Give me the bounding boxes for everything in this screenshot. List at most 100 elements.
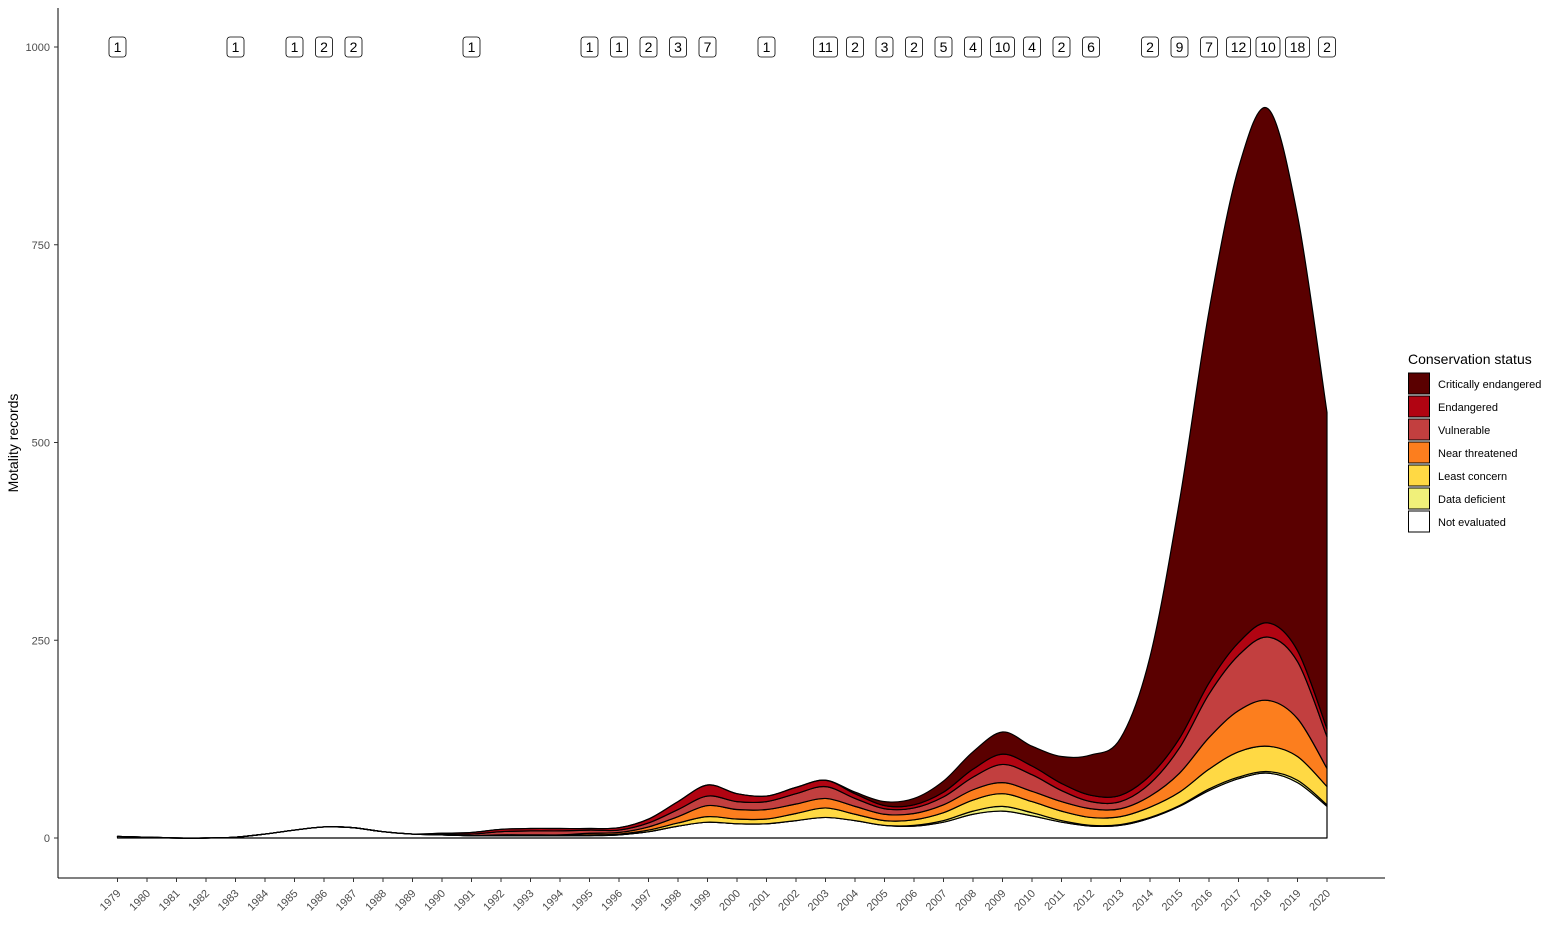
count-label-box: [315, 36, 333, 58]
area-critically-endangered: [116, 106, 1328, 839]
count-label-text: 9: [1176, 39, 1184, 55]
count-label-box: [226, 36, 245, 58]
legend-swatch: [1408, 464, 1430, 487]
count-label: 10: [990, 36, 1015, 58]
legend-swatch: [1408, 510, 1430, 533]
x-tick-label: 2016: [1189, 888, 1215, 914]
count-label-box: [698, 36, 717, 58]
x-tick-label: 2017: [1219, 888, 1245, 914]
count-label: 18: [1285, 36, 1310, 58]
x-tick-label: 1992: [481, 888, 507, 914]
count-label-text: 7: [704, 39, 712, 55]
x-tick-label: 1986: [304, 888, 330, 914]
count-label-box: [1141, 36, 1159, 58]
count-label-text: 18: [1290, 39, 1306, 55]
count-label: 12: [1226, 36, 1251, 58]
count-label-text: 1: [615, 39, 623, 55]
count-label: 2: [344, 36, 363, 58]
x-tick-label: 2001: [747, 888, 773, 914]
count-label-box: [1318, 36, 1336, 58]
count-label-box: [1052, 36, 1071, 58]
legend-swatch: [1408, 441, 1430, 464]
count-label-text: 3: [674, 39, 682, 55]
area-layers: [116, 106, 1328, 839]
x-tick-label: 2019: [1278, 888, 1304, 914]
legend-items: Critically endangered Endangered Vulnerabl…: [1408, 372, 1541, 533]
count-label-box: [934, 36, 953, 58]
legend-swatch: [1408, 395, 1430, 418]
count-label-text: 1: [586, 39, 594, 55]
legend-label: Critically endangered: [1438, 379, 1541, 391]
legend-item-not-evaluated: Not evaluated: [1408, 510, 1506, 533]
legend-label: Near threatened: [1438, 448, 1518, 460]
x-tick-label: 1997: [629, 888, 655, 914]
count-label: 2: [639, 36, 658, 58]
y-ticks: 0 250 500 750 1000: [26, 42, 58, 845]
count-label: 2: [1052, 36, 1071, 58]
x-tick-label: 2015: [1160, 888, 1186, 914]
count-label: 1: [462, 36, 481, 58]
count-label-box: [285, 36, 304, 58]
count-label-text: 3: [881, 39, 889, 55]
count-label-text: 2: [851, 39, 859, 55]
x-tick-label: 1995: [570, 888, 596, 914]
x-ticks: 1979 1980 1981 1982 1983 1984 1985 1986 1987 1988…: [98, 878, 1333, 913]
count-label: 1: [580, 36, 599, 58]
count-label-text: 10: [995, 39, 1011, 55]
count-label-text: 1: [114, 39, 122, 55]
x-tick-label: 2008: [953, 888, 979, 914]
count-label-box: [610, 36, 628, 58]
count-label-text: 1: [468, 39, 476, 55]
count-label: 6: [1082, 36, 1100, 58]
x-tick-label: 2007: [924, 888, 950, 914]
count-label-text: 5: [940, 39, 948, 55]
count-label-box: [757, 36, 776, 58]
count-label: 1: [285, 36, 304, 58]
count-label: 4: [964, 36, 982, 58]
count-label-box: [846, 36, 864, 58]
legend: Conservation status Critically endangere…: [1408, 351, 1541, 533]
count-annotations: 1 1 1 2 2 1 1 1 2 3 7 1 11 2 3 2 5 4 10 4 2 6 2 9 7 12 10 18 2: [108, 36, 1336, 58]
count-label-text: 1: [232, 39, 240, 55]
x-tick-label: 1999: [688, 888, 714, 914]
y-tick-label: 0: [44, 833, 50, 845]
x-tick-label: 1979: [98, 888, 124, 914]
x-tick-label: 2018: [1248, 888, 1274, 914]
x-tick-label: 2002: [776, 888, 802, 914]
count-label-text: 2: [910, 39, 918, 55]
x-tick-label: 1988: [363, 888, 389, 914]
x-tick-label: 1990: [422, 888, 448, 914]
x-tick-label: 2005: [865, 888, 891, 914]
count-label: 7: [698, 36, 717, 58]
x-tick-label: 1989: [393, 888, 419, 914]
x-tick-label: 2013: [1101, 888, 1127, 914]
x-tick-label: 1994: [540, 888, 566, 914]
count-label: 11: [813, 36, 838, 58]
count-label: 10: [1255, 36, 1281, 58]
count-label: 2: [905, 36, 923, 58]
legend-label: Endangered: [1438, 402, 1498, 414]
count-label-box: [1255, 36, 1281, 58]
legend-item-vulnerable: Vulnerable: [1408, 418, 1490, 441]
count-label: 1: [226, 36, 245, 58]
legend-label: Not evaluated: [1438, 517, 1506, 529]
count-label-text: 4: [969, 39, 977, 55]
count-label-box: [580, 36, 599, 58]
count-label: 1: [108, 36, 127, 58]
legend-title: Conservation status: [1408, 351, 1532, 367]
x-tick-label: 1984: [245, 888, 271, 914]
y-axis-label: Motality records: [5, 394, 21, 493]
count-label-box: [813, 36, 838, 58]
legend-label: Data deficient: [1438, 494, 1505, 506]
x-tick-label: 2014: [1130, 888, 1156, 914]
x-tick-label: 2009: [983, 888, 1009, 914]
x-tick-label: 1996: [599, 888, 625, 914]
x-tick-label: 2012: [1071, 888, 1097, 914]
legend-swatch: [1408, 372, 1430, 395]
y-tick-label: 1000: [26, 42, 50, 54]
y-tick-label: 250: [32, 635, 50, 647]
count-label-box: [639, 36, 658, 58]
count-label: 2: [315, 36, 333, 58]
count-label: 3: [875, 36, 894, 58]
